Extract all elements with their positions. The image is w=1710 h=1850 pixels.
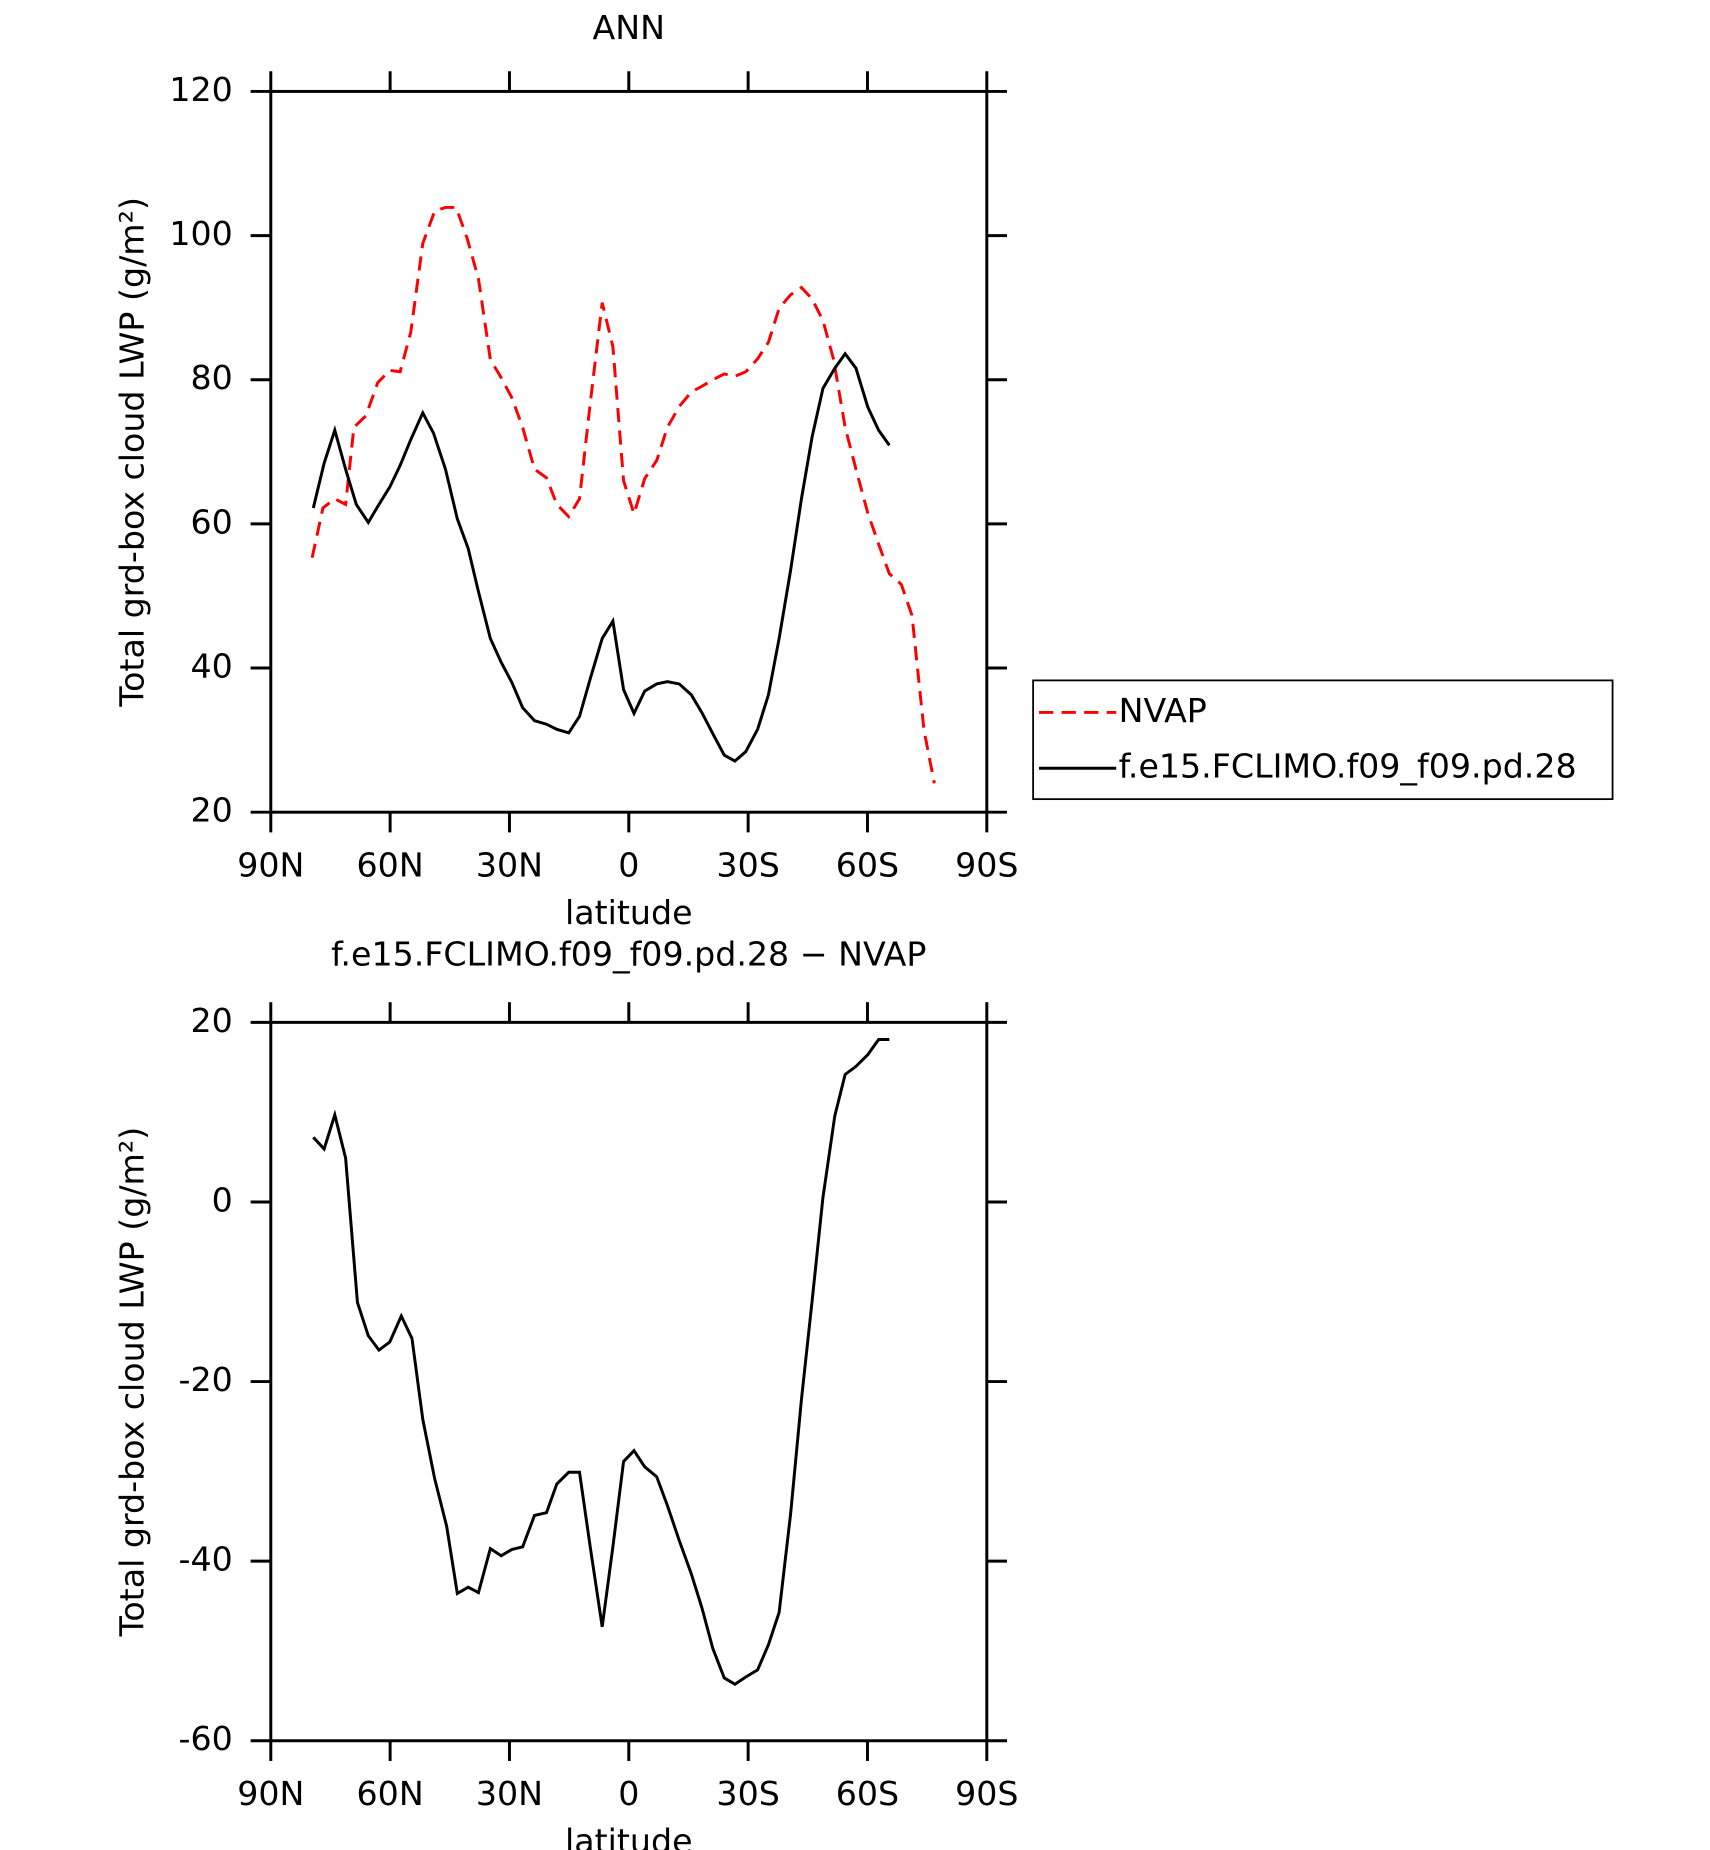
x-tick-label: 90N <box>237 1774 304 1813</box>
y-axis-label: Total grd-box cloud LWP (g/m²) <box>113 1127 152 1638</box>
x-tick-label: 30N <box>476 845 543 884</box>
y-axis-label: Total grd-box cloud LWP (g/m²) <box>113 197 152 708</box>
legend-box <box>1032 679 1614 801</box>
y-tick-label: 100 <box>169 214 232 253</box>
data-line <box>310 205 936 784</box>
x-tick-label: 90S <box>955 845 1018 884</box>
y-tick-label: 20 <box>190 1001 232 1040</box>
legend: NVAP f.e15.FCLIMO.f09_f09.pd.28 <box>1032 679 1614 801</box>
x-tick-label: 60S <box>836 1774 899 1813</box>
x-tick-label: 60N <box>357 1774 424 1813</box>
x-tick-label: 60S <box>836 845 899 884</box>
data-line <box>312 1037 890 1686</box>
x-tick-label: 30S <box>716 845 779 884</box>
x-tick-label: 30N <box>476 1774 543 1813</box>
y-tick-label: 80 <box>190 358 232 397</box>
y-tick-label: -60 <box>178 1719 232 1758</box>
chart-title: ANN <box>593 8 665 47</box>
y-tick-label: 20 <box>190 791 232 830</box>
x-axis-label: latitude <box>565 893 693 932</box>
y-tick-label: 0 <box>212 1180 233 1219</box>
legend-label: f.e15.FCLIMO.f09_f09.pd.28 <box>1119 747 1577 786</box>
plot-frame <box>269 1020 989 1743</box>
x-tick-label: 60N <box>357 845 424 884</box>
x-tick-label: 90N <box>237 845 304 884</box>
y-tick-label: -20 <box>178 1360 232 1399</box>
legend-label: NVAP <box>1119 691 1207 730</box>
y-tick-label: 120 <box>169 70 232 109</box>
y-tick-label: 60 <box>190 502 232 541</box>
x-tick-label: 0 <box>618 845 639 884</box>
x-tick-label: 30S <box>716 1774 779 1813</box>
y-tick-label: -40 <box>178 1540 232 1579</box>
chart-title: f.e15.FCLIMO.f09_f09.pd.28 − NVAP <box>331 934 926 973</box>
x-axis-label: latitude <box>565 1821 693 1850</box>
data-line <box>311 351 891 763</box>
y-tick-label: 40 <box>190 647 232 686</box>
x-tick-label: 0 <box>618 1774 639 1813</box>
x-tick-label: 90S <box>955 1774 1018 1813</box>
